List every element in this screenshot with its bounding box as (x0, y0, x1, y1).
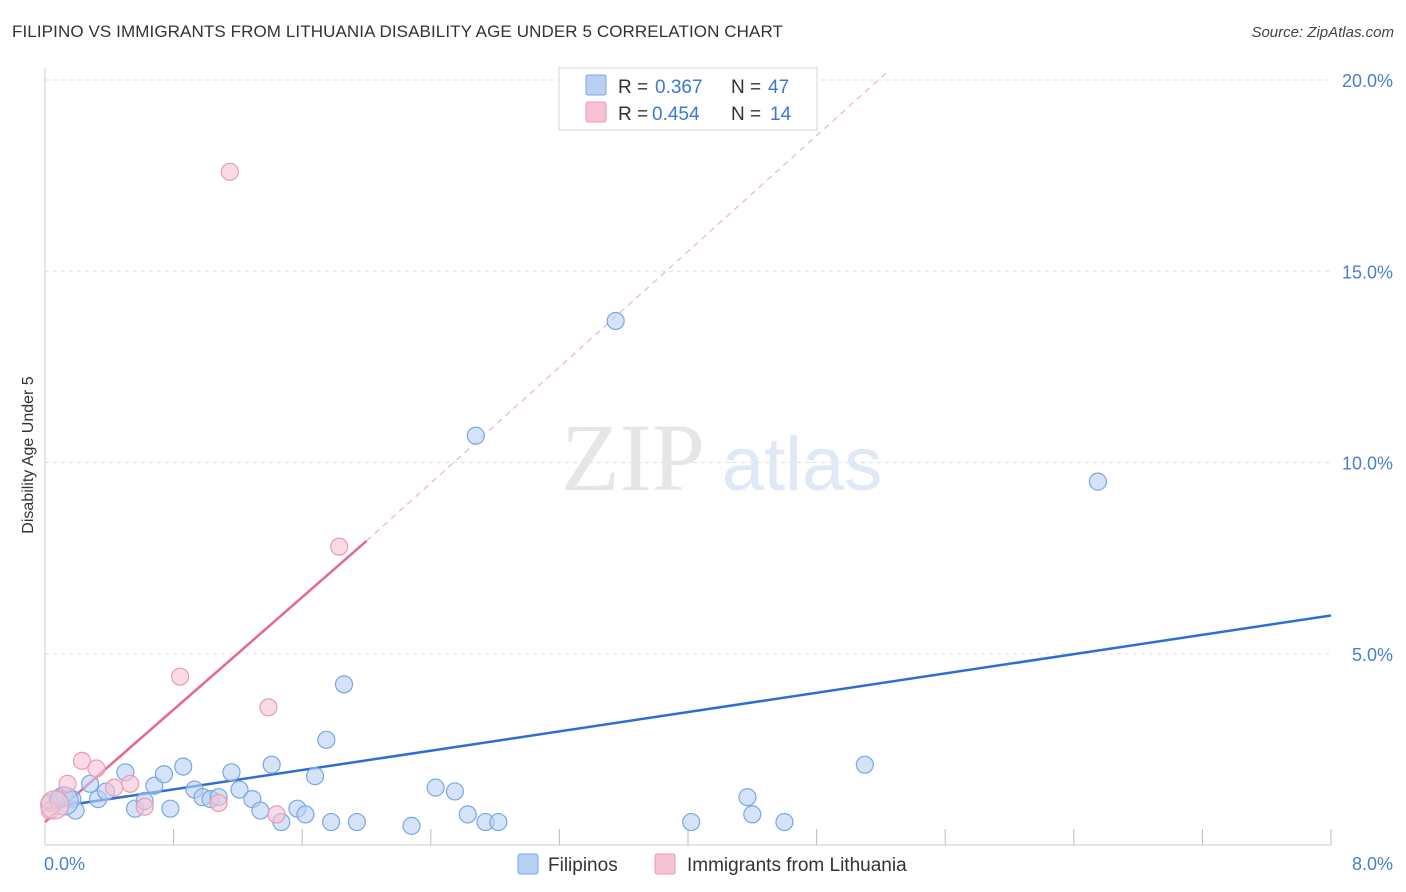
point-filipinos (1088, 472, 1108, 491)
point-lithuania (220, 162, 239, 181)
source-credit: Source: ZipAtlas.com (1251, 24, 1394, 41)
tick-labels: 5.0% 10.0% 15.0% 20.0% 0.0% 8.0% (44, 71, 1393, 874)
legend-label-filipinos: Filipinos (548, 855, 618, 876)
stats-swatch-lithuania (585, 101, 607, 123)
legend-label-lithuania: Immigrants from Lithuania (687, 855, 907, 876)
point-lithuania (40, 790, 70, 820)
point-filipinos (402, 816, 421, 835)
bottom-legend: Filipinos Immigrants from Lithuania (517, 853, 907, 876)
stats-legend: R = 0.367 N = 47 R = 0.454 N = 14 (558, 67, 818, 131)
stats-n-value-lithuania: 14 (770, 104, 792, 125)
point-filipinos (334, 675, 354, 694)
gridlines (45, 79, 1331, 655)
stats-n-label-filipinos: N = (731, 77, 761, 98)
stats-swatch-filipinos (585, 74, 607, 96)
point-filipinos (251, 801, 270, 820)
stats-r-value-filipinos: 0.367 (655, 77, 703, 98)
y-tick-label: 10.0% (1342, 454, 1393, 474)
stats-n-label-lithuania: N = (731, 104, 761, 125)
point-filipinos (743, 805, 762, 824)
point-filipinos (775, 812, 794, 832)
watermark-zip: ZIP (561, 404, 705, 511)
point-filipinos (682, 812, 701, 832)
point-filipinos (347, 812, 366, 832)
watermark-atlas: atlas (722, 422, 883, 507)
point-filipinos (445, 782, 465, 801)
x-tick-label: 0.0% (44, 854, 85, 874)
data-points (40, 162, 1108, 835)
point-lithuania (121, 774, 140, 793)
point-filipinos (317, 730, 336, 749)
point-filipinos (489, 812, 508, 832)
watermark: ZIP atlas (561, 404, 882, 511)
stats-n-value-filipinos: 47 (768, 77, 789, 98)
point-lithuania (87, 759, 106, 778)
point-lithuania (209, 793, 228, 813)
point-filipinos (296, 805, 315, 824)
stats-r-label-lithuania: R = (618, 104, 648, 125)
chart-title: FILIPINO VS IMMIGRANTS FROM LITHUANIA DI… (12, 22, 784, 41)
x-tick-label: 8.0% (1352, 854, 1393, 874)
trend-line-filipinos (44, 614, 1332, 810)
point-filipinos (161, 799, 180, 818)
legend-swatch-filipinos (517, 853, 539, 875)
point-filipinos (305, 767, 325, 786)
point-filipinos (262, 755, 281, 774)
point-lithuania (170, 667, 190, 686)
point-lithuania (267, 805, 286, 824)
y-tick-label: 5.0% (1352, 645, 1393, 665)
point-lithuania (330, 537, 349, 556)
point-filipinos (855, 755, 874, 774)
stats-r-value-lithuania: 0.454 (652, 104, 700, 125)
point-lithuania (105, 778, 124, 797)
point-filipinos (426, 778, 445, 797)
point-filipinos (174, 757, 193, 776)
point-filipinos (322, 812, 341, 832)
point-lithuania (135, 797, 154, 816)
legend-swatch-lithuania (654, 853, 676, 875)
point-filipinos (738, 788, 757, 807)
point-lithuania (58, 774, 77, 793)
point-filipinos (606, 311, 625, 331)
stats-r-label-filipinos: R = (618, 77, 648, 98)
point-lithuania (72, 751, 92, 770)
point-filipinos (230, 780, 249, 799)
axes (44, 68, 1332, 846)
trend-line-lithuania-extension (366, 69, 890, 542)
point-filipinos (80, 774, 100, 793)
point-lithuania (259, 698, 278, 717)
point-filipinos (222, 763, 241, 782)
point-filipinos (458, 805, 477, 824)
point-filipinos (154, 765, 174, 784)
y-tick-label: 15.0% (1342, 262, 1393, 282)
point-filipinos (466, 426, 485, 445)
y-tick-label: 20.0% (1342, 71, 1393, 91)
